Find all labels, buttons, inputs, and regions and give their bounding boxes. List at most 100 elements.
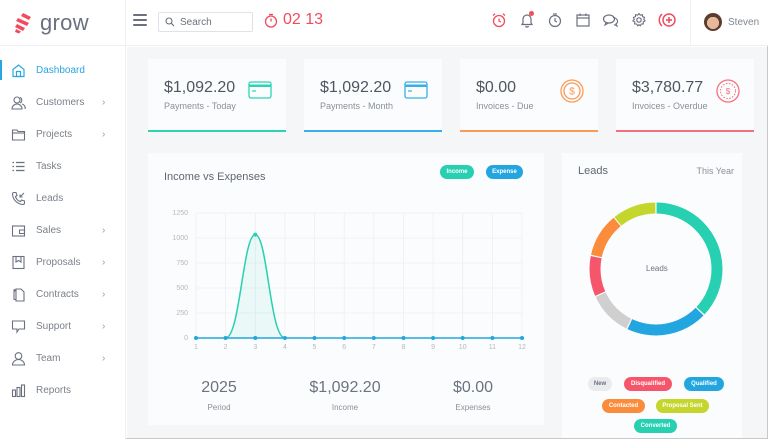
menu-toggle-button[interactable] [133,14,147,26]
hamburger-line [133,24,147,26]
sidebar-item-leads[interactable]: Leads [0,185,126,211]
legend-expense[interactable]: Expense [486,165,523,179]
svg-text:250: 250 [176,310,188,317]
svg-text:12: 12 [518,344,526,351]
lead-tag-proposal-sent[interactable]: Proposal Sent [656,399,709,413]
lead-tag-new[interactable]: New [588,377,612,391]
chevron-right-icon: › [102,96,106,108]
folder-icon [10,126,26,142]
stat-card-payments-today[interactable]: $1,092.20 Payments - Today [148,59,286,132]
search-input[interactable] [180,16,246,28]
sidebar-item-label: Contracts [36,288,79,300]
divider [125,0,126,46]
svg-text:3: 3 [253,344,257,351]
lead-tag-disqualified[interactable]: Disqualified [624,377,672,391]
timer-button[interactable] [546,11,563,29]
chat-icon [602,14,619,28]
svg-text:0: 0 [184,335,188,342]
sidebar-item-customers[interactable]: Customers › [0,89,126,115]
user-menu[interactable]: Steven [704,13,759,31]
add-button[interactable] [658,11,678,29]
sidebar-item-label: Leads [36,192,64,204]
chevron-right-icon: › [102,256,106,268]
summary-period: 2025 Period [159,379,279,412]
sidebar-item-sales[interactable]: Sales › [0,217,126,243]
sidebar-item-label: Reports [36,384,72,396]
stat-label: Payments - Today [164,101,236,111]
svg-text:2: 2 [224,344,228,351]
logo-text: grow [40,10,89,35]
stat-accent-bar [304,130,442,132]
svg-text:1250: 1250 [172,210,188,217]
lead-tag-qualified[interactable]: Qualified [684,377,724,391]
sidebar-item-projects[interactable]: Projects › [0,121,126,147]
time-tracker[interactable]: 02 13 [264,11,323,29]
search-icon [165,17,175,27]
svg-text:$: $ [726,87,731,96]
hamburger-line [133,19,147,21]
phone-incoming-icon [10,190,26,206]
credit-card-icon [404,81,428,99]
summary-label: Period [207,403,231,412]
stat-card-invoices-overdue[interactable]: $3,780.77 Invoices - Overdue $ [616,59,754,132]
home-icon [10,62,26,78]
stat-label: Payments - Month [320,101,394,111]
svg-text:500: 500 [176,285,188,292]
stat-card-payments-month[interactable]: $1,092.20 Payments - Month [304,59,442,132]
sidebar-item-support[interactable]: Support › [0,313,126,339]
svg-text:5: 5 [313,344,317,351]
stat-label: Invoices - Overdue [632,101,708,111]
svg-text:1000: 1000 [172,235,188,242]
svg-text:11: 11 [489,344,496,351]
alarm-button[interactable] [490,11,507,29]
top-icons [490,11,678,29]
bell-icon [520,14,533,28]
svg-text:6: 6 [342,344,346,351]
period-selector[interactable]: This Year [696,166,734,176]
stat-value: $3,780.77 [632,79,704,96]
panel-title: Income vs Expenses [164,171,266,183]
timer-value: 02 13 [283,11,324,28]
settings-button[interactable] [630,11,647,29]
svg-text:1: 1 [194,344,198,351]
logo[interactable]: grow [14,10,89,36]
stat-accent-bar [460,130,598,132]
notification-badge [529,11,534,16]
gear-icon [631,12,646,27]
credit-card-icon [248,81,272,99]
sidebar-item-proposals[interactable]: Proposals › [0,249,126,275]
lead-tag-contacted[interactable]: Contacted [602,399,645,413]
stat-value: $1,092.20 [320,79,392,96]
sidebar-item-label: Tasks [36,160,62,172]
divider [690,0,691,46]
dollar-coin-icon: $ [560,79,584,103]
chevron-right-icon: › [102,288,106,300]
legend-income[interactable]: Income [440,165,474,179]
sidebar-item-label: Projects [36,128,73,140]
svg-text:4: 4 [283,344,287,351]
sidebar-item-label: Team [36,352,61,364]
top-bar: grow 02 13 [0,0,768,46]
sidebar-item-tasks[interactable]: Tasks [0,153,126,179]
stat-card-invoices-due[interactable]: $0.00 Invoices - Due $ [460,59,598,132]
lead-tag-converted[interactable]: Converted [634,419,677,433]
sidebar-item-dashboard[interactable]: Dashboard [0,57,126,83]
sidebar-item-label: Dashboard [36,64,85,76]
sidebar-item-reports[interactable]: Reports [0,377,126,403]
sidebar-item-contracts[interactable]: Contracts › [0,281,126,307]
summary-expenses: $0.00 Expenses [413,379,533,412]
panel-title: Leads [578,165,608,177]
svg-text:10: 10 [459,344,467,351]
notifications-button[interactable] [518,11,535,29]
messages-button[interactable] [602,11,619,29]
leads-donut-chart [589,202,723,336]
sidebar: Dashboard Customers › Projects › Tasks L… [0,46,126,439]
sidebar-item-label: Support [36,320,72,332]
stat-value: $0.00 [476,79,517,96]
search-box[interactable] [158,12,253,32]
chevron-right-icon: › [102,224,106,236]
calendar-button[interactable] [574,11,591,29]
user-icon [10,350,26,366]
chevron-right-icon: › [102,320,106,332]
sidebar-item-team[interactable]: Team › [0,345,126,371]
